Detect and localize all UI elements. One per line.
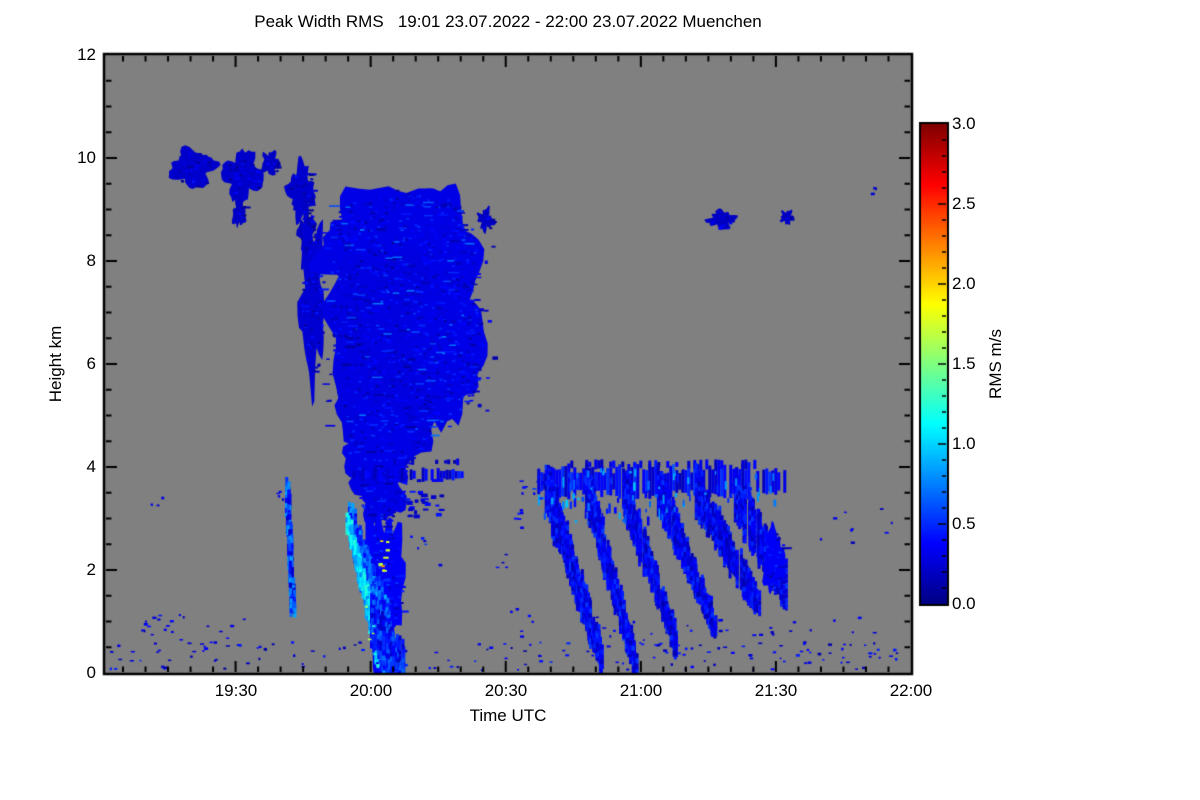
- colorbar-tick-label: 3.0: [952, 114, 976, 133]
- colorbar-tick-label: 1.0: [952, 434, 976, 453]
- y-tick-label: 2: [86, 560, 96, 579]
- chart-title: Peak Width RMS 19:01 23.07.2022 - 22:00 …: [254, 12, 762, 31]
- colorbar-tick-label: 1.5: [952, 354, 976, 373]
- y-tick-label: 10: [77, 148, 96, 167]
- y-tick-label: 0: [86, 663, 96, 682]
- y-tick-label: 12: [77, 45, 96, 64]
- colorbar-tick-label: 0.5: [952, 514, 976, 533]
- y-tick-label: 6: [86, 354, 96, 373]
- x-tick-label: 21:00: [619, 681, 663, 700]
- x-tick-label: 20:30: [484, 681, 528, 700]
- y-tick-label: 8: [86, 251, 96, 270]
- y-tick-label: 4: [86, 457, 96, 476]
- colorbar-tick-label: 2.0: [952, 274, 976, 293]
- x-tick-label: 22:00: [889, 681, 933, 700]
- x-tick-label: 20:00: [349, 681, 393, 700]
- x-axis-label: Time UTC: [469, 706, 547, 725]
- colorbar-tick-label: 0.0: [952, 594, 976, 613]
- colorbar-tick-label: 2.5: [952, 194, 976, 213]
- x-tick-label: 21:30: [754, 681, 798, 700]
- x-tick-label: 19:30: [214, 681, 258, 700]
